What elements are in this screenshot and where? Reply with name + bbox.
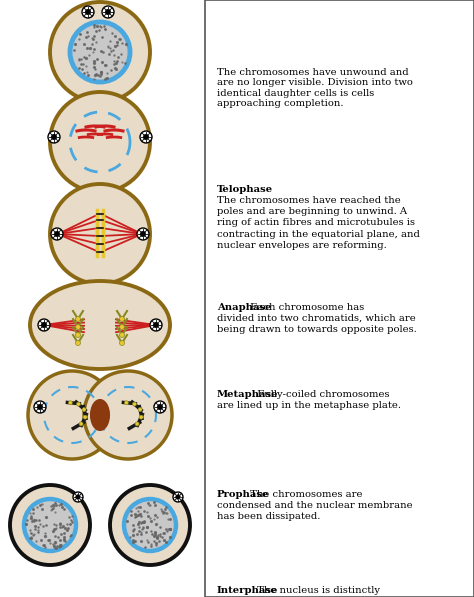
Circle shape (55, 231, 60, 236)
Circle shape (83, 415, 87, 419)
Circle shape (70, 22, 130, 82)
Text: Anaphase: Anaphase (217, 303, 272, 312)
Circle shape (51, 228, 63, 240)
Circle shape (50, 2, 150, 102)
Text: Each chromosome has: Each chromosome has (247, 303, 364, 312)
Text: Metaphase: Metaphase (217, 390, 279, 399)
Circle shape (51, 134, 57, 140)
Circle shape (102, 6, 114, 18)
Circle shape (140, 231, 146, 236)
Circle shape (10, 485, 90, 565)
Circle shape (75, 340, 81, 346)
Text: The chromosomes have unwound and
are no longer visible. Division into two
identi: The chromosomes have unwound and are no … (217, 68, 413, 108)
Circle shape (105, 10, 111, 15)
Circle shape (140, 131, 152, 143)
Text: ring of actin fibres and microtubules is: ring of actin fibres and microtubules is (217, 219, 415, 227)
Circle shape (153, 322, 159, 328)
Circle shape (138, 408, 142, 411)
Circle shape (37, 404, 43, 410)
Circle shape (119, 340, 125, 346)
Text: divided into two chromatids, which are: divided into two chromatids, which are (217, 314, 416, 323)
Circle shape (73, 492, 83, 502)
Circle shape (38, 319, 50, 331)
Text: Prophase: Prophase (217, 490, 269, 499)
Text: are lined up in the metaphase plate.: are lined up in the metaphase plate. (217, 401, 401, 410)
Circle shape (143, 134, 149, 140)
Circle shape (176, 495, 180, 499)
Circle shape (75, 325, 81, 330)
Text: has been dissipated.: has been dissipated. (217, 512, 320, 521)
Circle shape (34, 401, 46, 413)
Circle shape (154, 401, 166, 413)
Circle shape (75, 333, 81, 337)
Circle shape (124, 499, 176, 551)
Circle shape (50, 92, 150, 192)
Circle shape (135, 422, 139, 426)
Circle shape (76, 495, 80, 499)
Text: Fully-coiled chromosomes: Fully-coiled chromosomes (251, 390, 389, 399)
Circle shape (119, 316, 125, 322)
Circle shape (124, 401, 128, 405)
Circle shape (139, 415, 143, 419)
Circle shape (132, 402, 137, 406)
Circle shape (28, 371, 116, 459)
Circle shape (173, 492, 183, 502)
Circle shape (75, 316, 81, 322)
Text: contracting in the equatorial plane, and: contracting in the equatorial plane, and (217, 230, 420, 239)
Ellipse shape (30, 281, 170, 369)
Text: Telophase
The chromosomes have reached the
poles and are beginning to unwind. A
: Telophase The chromosomes have reached t… (217, 185, 420, 246)
Text: Interphase: Interphase (217, 586, 278, 595)
Text: The chromosomes are: The chromosomes are (247, 490, 363, 499)
Circle shape (48, 131, 60, 143)
Text: Metaphase  Fully-coiled chromosomes
are lined up in the metaphase plate.: Metaphase Fully-coiled chromosomes are l… (217, 390, 411, 410)
Ellipse shape (91, 400, 109, 430)
Circle shape (119, 333, 125, 337)
Text: The nucleus is distinctly: The nucleus is distinctly (255, 586, 381, 595)
Text: Anaphase Each chromosome has
divided into two chromatids, which are
being drawn : Anaphase Each chromosome has divided int… (217, 303, 417, 333)
Circle shape (119, 325, 125, 330)
Circle shape (110, 485, 190, 565)
Text: being drawn to towards opposite poles.: being drawn to towards opposite poles. (217, 325, 417, 334)
FancyBboxPatch shape (205, 0, 474, 597)
Circle shape (84, 371, 172, 459)
Circle shape (137, 228, 149, 240)
Circle shape (41, 322, 47, 328)
Text: Interphase The nucleus is distinctly
visible but the chromosomes within it
are n: Interphase The nucleus is distinctly vis… (217, 586, 408, 597)
Text: Prophase The chromosomes are
condensed and the nuclear membrane
has been dissipa: Prophase The chromosomes are condensed a… (217, 490, 413, 520)
Circle shape (82, 408, 86, 411)
Circle shape (150, 319, 162, 331)
Circle shape (79, 422, 83, 426)
Circle shape (68, 401, 73, 405)
Text: The chromosomes have reached the: The chromosomes have reached the (217, 196, 401, 205)
Text: poles and are beginning to unwind. A: poles and are beginning to unwind. A (217, 207, 407, 216)
Circle shape (50, 184, 150, 284)
Circle shape (157, 404, 163, 410)
Text: nuclear envelopes are reforming.: nuclear envelopes are reforming. (217, 241, 387, 250)
Text: condensed and the nuclear membrane: condensed and the nuclear membrane (217, 501, 413, 510)
Text: Telophase: Telophase (217, 185, 273, 194)
Circle shape (85, 10, 91, 15)
Circle shape (24, 499, 76, 551)
Circle shape (82, 6, 94, 18)
Circle shape (76, 402, 81, 406)
